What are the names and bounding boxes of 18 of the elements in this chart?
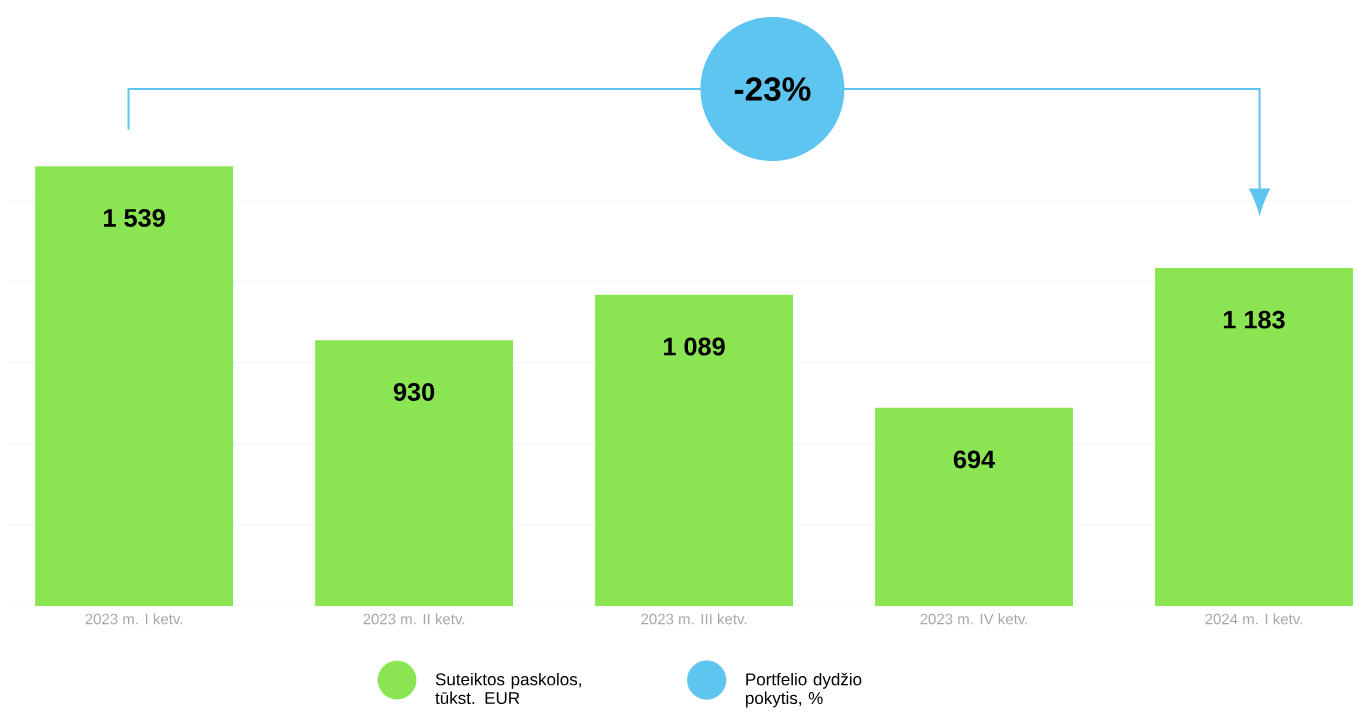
x-tick-label: 2023 m. I ketv. [85,613,183,625]
text: -23% [734,77,811,101]
bar [315,340,514,606]
bar [35,166,234,606]
x-tick-label: 2023 m. IV ketv. [920,613,1027,625]
data-label: 694 [953,450,996,469]
legend-label: Portfelio dydžio pokytis, % [746,672,862,708]
bar [595,294,794,606]
data-label: 1 089 [663,337,725,356]
data-label: 1 539 [104,208,165,227]
data-label: 930 [393,382,435,401]
bar [1155,267,1353,606]
x-tick-label: 2023 m. III ketv. [641,613,747,625]
data-label: 1 183 [1223,310,1285,329]
bar [875,407,1073,606]
x-tick-label: 2023 m. II ketv. [363,613,465,625]
x-tick-label: 2024 m. I ketv. [1205,613,1302,625]
legend-label: Suteiktos paskolos, tūkst. EUR [435,672,581,705]
